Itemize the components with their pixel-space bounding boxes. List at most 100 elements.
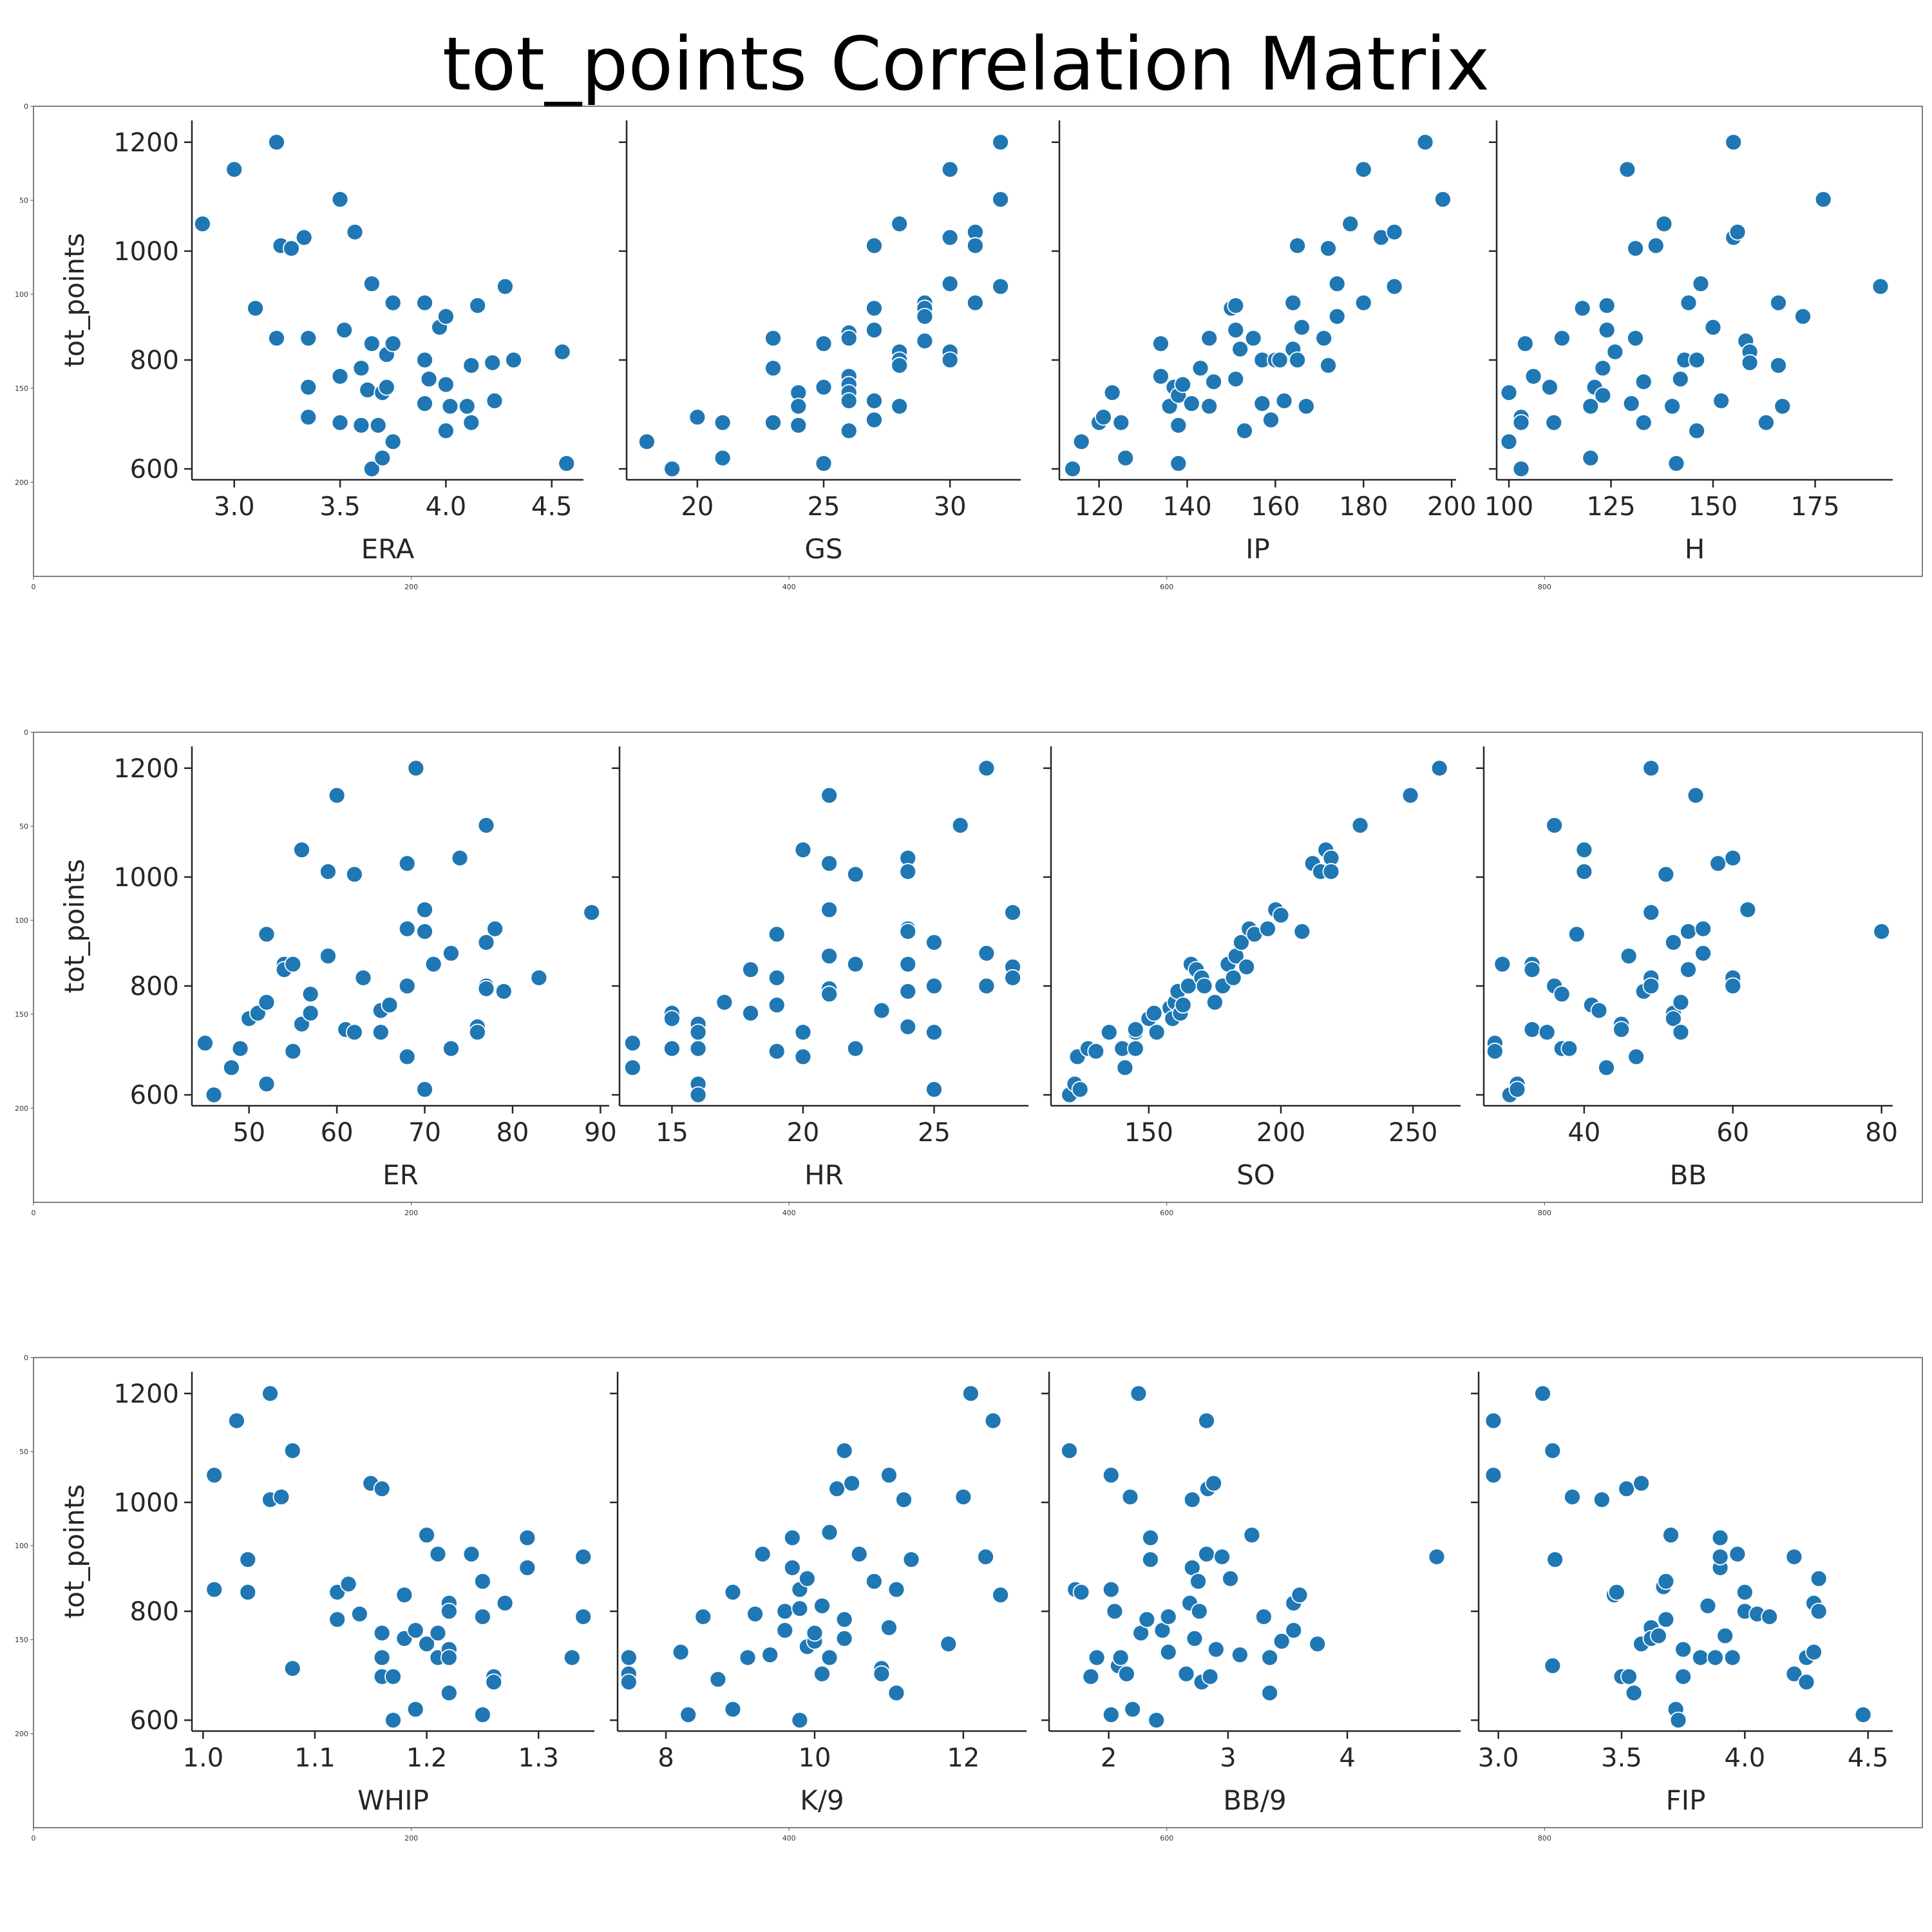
data-point — [992, 278, 1010, 296]
data-point — [301, 1004, 319, 1022]
data-point — [416, 1081, 433, 1099]
data-point — [941, 351, 959, 369]
data-point — [1716, 1627, 1734, 1645]
data-point — [469, 297, 487, 314]
panel-bb-9: 2 3 4 BB/9 — [1041, 1372, 1461, 1816]
x-tick-label: 10 — [799, 1743, 831, 1773]
data-point — [1627, 240, 1644, 258]
data-point — [283, 240, 300, 258]
data-point — [486, 392, 504, 410]
data-point — [1061, 1442, 1078, 1459]
data-point — [1183, 1491, 1201, 1509]
data-point — [1244, 329, 1262, 347]
data-point — [1174, 996, 1192, 1014]
data-point — [1573, 299, 1591, 317]
x-tick-label: 2 — [1101, 1743, 1117, 1773]
data-point — [865, 1573, 883, 1590]
data-point — [895, 1491, 913, 1509]
data-point — [663, 1010, 681, 1028]
data-point — [228, 1412, 245, 1430]
data-point — [835, 1442, 853, 1459]
data-point — [1508, 1081, 1526, 1099]
x-tick-label: 1.1 — [294, 1743, 336, 1773]
data-point — [783, 1558, 801, 1577]
data-point — [1590, 1001, 1608, 1019]
x-tick-label: 1.0 — [183, 1743, 224, 1773]
data-point — [496, 1594, 514, 1612]
x-axis-label: BB/9 — [1223, 1785, 1287, 1816]
data-point — [1665, 933, 1682, 951]
x-tick-label: 1.2 — [406, 1743, 448, 1773]
data-point — [1095, 408, 1112, 426]
data-point — [1546, 817, 1564, 834]
data-point — [1512, 460, 1530, 478]
data-point — [299, 329, 317, 347]
data-point — [1213, 1548, 1231, 1566]
data-point — [1189, 1573, 1207, 1590]
data-point — [1284, 294, 1302, 312]
data-point — [574, 1548, 592, 1566]
frame-x-tick-label: 800 — [1538, 583, 1551, 591]
data-point — [1757, 413, 1775, 431]
data-point — [485, 1673, 503, 1691]
data-point — [1647, 237, 1665, 254]
data-point — [1667, 455, 1685, 473]
data-point — [1567, 925, 1586, 943]
data-point — [1707, 1649, 1724, 1667]
data-point — [1692, 1649, 1709, 1667]
data-point — [992, 133, 1010, 151]
data-point — [1117, 449, 1135, 467]
data-point — [319, 863, 337, 880]
data-point — [806, 1624, 824, 1642]
data-point — [1126, 1039, 1144, 1057]
data-point — [398, 920, 416, 938]
data-point — [866, 411, 883, 429]
data-point — [1484, 1466, 1502, 1484]
data-point — [284, 955, 302, 973]
data-point — [940, 1635, 958, 1653]
data-point — [231, 1039, 249, 1057]
y-tick-label: 1200 — [113, 1379, 179, 1409]
data-point — [1116, 1059, 1134, 1077]
data-point — [420, 370, 438, 388]
data-point — [406, 1622, 424, 1639]
data-point — [1430, 759, 1448, 777]
data-point — [672, 1643, 690, 1661]
data-point — [715, 993, 734, 1011]
y-tick-label: 1200 — [113, 754, 179, 784]
data-point — [1100, 1023, 1118, 1041]
data-point — [205, 1466, 223, 1484]
data-point — [739, 1649, 757, 1667]
data-point — [1130, 1385, 1148, 1403]
data-point — [1854, 1706, 1872, 1724]
data-point — [363, 275, 381, 293]
data-point — [1500, 384, 1518, 402]
data-point — [709, 1671, 727, 1689]
data-point — [1103, 384, 1121, 402]
data-point — [416, 294, 433, 312]
data-point — [1205, 1474, 1222, 1492]
data-point — [222, 1059, 240, 1077]
data-point — [1106, 1602, 1124, 1620]
data-point — [477, 980, 495, 998]
data-point — [742, 961, 759, 979]
data-point — [835, 1629, 853, 1647]
x-axis-label: SO — [1236, 1159, 1275, 1191]
data-point — [458, 397, 476, 415]
data-point — [1553, 985, 1571, 1003]
data-point — [583, 904, 601, 922]
data-point — [299, 378, 317, 396]
data-point — [1699, 1597, 1717, 1615]
data-point — [1594, 386, 1612, 404]
frame-x-tick-label: 0 — [32, 1834, 36, 1842]
data-point — [1117, 1665, 1135, 1683]
data-point — [794, 1048, 812, 1066]
data-point — [395, 1586, 413, 1604]
data-point — [916, 332, 934, 350]
data-point — [820, 855, 838, 873]
data-point — [925, 933, 943, 951]
data-point — [372, 1023, 390, 1041]
x-tick-label: 3.0 — [1478, 1743, 1519, 1773]
data-point — [820, 901, 838, 919]
data-point — [620, 1649, 638, 1667]
